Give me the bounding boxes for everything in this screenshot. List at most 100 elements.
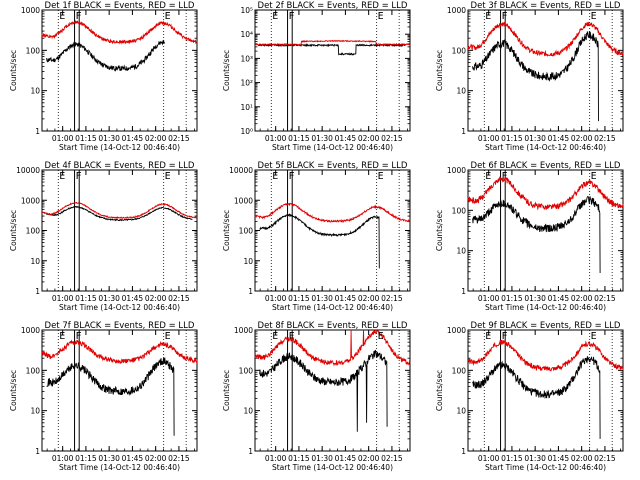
- panel-det-9: Det 9f BLACK = Events, RED = LLD 1 10 100 10…: [435, 321, 624, 472]
- y-tick-label: 1: [35, 287, 40, 296]
- panel-det-2: Det 2f BLACK = Events, RED = LLD 10⁰ 10¹ 10…: [222, 1, 411, 152]
- panel-det-6: Det 6f BLACK = Events, RED = LLD 1 10 100 10…: [435, 161, 624, 312]
- x-tick-label: 01:15: [75, 454, 97, 463]
- x-tick-label: 01:30: [311, 454, 333, 463]
- y-axis-label: Counts/sec: [435, 210, 444, 251]
- series-line-lld: [41, 201, 198, 220]
- event-marker: E: [591, 331, 597, 342]
- x-tick-label: 01:15: [288, 294, 310, 303]
- x-tick-label: 02:00: [358, 454, 380, 463]
- x-tick-label: 01:45: [335, 294, 357, 303]
- event-marker: F: [289, 331, 295, 342]
- plot-frame: [254, 9, 411, 132]
- x-tick-label: 01:45: [548, 454, 570, 463]
- event-marker: F: [289, 171, 295, 182]
- series-line-lld: [41, 19, 198, 45]
- series-line-events: [46, 205, 193, 222]
- y-tick-label: 10: [243, 257, 253, 266]
- series-line-lld: [254, 202, 411, 224]
- x-tick-label: 01:00: [478, 294, 500, 303]
- x-tick-label: 01:15: [501, 134, 523, 143]
- x-tick-label: 01:30: [311, 294, 333, 303]
- panel-det-8: Det 8f BLACK = Events, RED = LLD 1 10 100 10…: [222, 321, 411, 472]
- y-axis-label: Counts/sec: [9, 210, 18, 251]
- x-tick-label: 02:00: [358, 294, 380, 303]
- panel-title: Det 4f BLACK = Events, RED = LLD: [45, 161, 195, 171]
- plot-frame: [467, 329, 624, 452]
- x-tick-label: 02:15: [594, 454, 616, 463]
- x-tick-label: 01:30: [524, 454, 546, 463]
- event-marker: F: [502, 11, 508, 22]
- x-tick-label: 01:00: [265, 134, 287, 143]
- y-tick-label: 10: [30, 257, 40, 266]
- y-tick-label: 100: [452, 46, 467, 55]
- panel-title: Det 5f BLACK = Events, RED = LLD: [258, 161, 408, 171]
- y-tick-label: 1000: [21, 6, 40, 15]
- y-axis-label: Counts/sec: [435, 370, 444, 411]
- y-tick-label: 100: [26, 227, 41, 236]
- x-tick-label: 02:15: [168, 294, 190, 303]
- series-line-lld: [255, 39, 411, 46]
- event-marker: E: [485, 331, 491, 342]
- panel-title: Det 3f BLACK = Events, RED = LLD: [471, 1, 621, 11]
- panel-det-7: Det 7f BLACK = Events, RED = LLD 1 10 100 10…: [9, 321, 198, 472]
- x-tick-label: 01:45: [122, 134, 144, 143]
- y-tick-label: 10000: [16, 166, 40, 175]
- x-tick-label: 02:15: [381, 454, 403, 463]
- plot-frame: [254, 329, 411, 452]
- x-tick-label: 01:15: [501, 454, 523, 463]
- event-marker: F: [76, 331, 82, 342]
- x-tick-label: 01:30: [524, 134, 546, 143]
- x-tick-label: 01:00: [478, 134, 500, 143]
- y-tick-label: 1000: [447, 326, 466, 335]
- series-line-events: [46, 39, 165, 72]
- x-axis-label: Start Time (14-Oct-12 00:46:40): [59, 463, 180, 472]
- series-line-events: [472, 356, 601, 439]
- panel-det-1: Det 1f BLACK = Events, RED = LLD 1 10 100 10…: [9, 1, 198, 152]
- x-tick-label: 01:30: [524, 294, 546, 303]
- x-tick-label: 01:30: [311, 134, 333, 143]
- event-marker: E: [59, 11, 65, 22]
- event-marker: E: [378, 171, 384, 182]
- plot-frame: [41, 169, 198, 292]
- y-tick-label: 10000: [229, 166, 253, 175]
- x-axis-label: Start Time (14-Oct-12 00:46:40): [272, 143, 393, 152]
- event-marker: E: [272, 331, 278, 342]
- y-tick-label: 100: [239, 227, 254, 236]
- series-line-lld: [254, 328, 411, 367]
- event-marker: E: [59, 171, 65, 182]
- x-axis-label: Start Time (14-Oct-12 00:46:40): [59, 143, 180, 152]
- event-marker: E: [485, 11, 491, 22]
- series-line-lld: [467, 339, 624, 372]
- y-tick-label: 10: [456, 247, 466, 256]
- y-tick-label: 1: [461, 127, 466, 136]
- x-tick-label: 01:45: [122, 454, 144, 463]
- series-line-lld: [41, 339, 198, 365]
- x-axis-label: Start Time (14-Oct-12 00:46:40): [485, 463, 606, 472]
- x-axis-label: Start Time (14-Oct-12 00:46:40): [485, 143, 606, 152]
- panel-title: Det 1f BLACK = Events, RED = LLD: [45, 1, 195, 11]
- y-tick-label: 10: [30, 87, 40, 96]
- x-tick-label: 01:45: [122, 294, 144, 303]
- y-tick-label: 100: [452, 366, 467, 375]
- x-tick-label: 02:15: [594, 134, 616, 143]
- event-marker: E: [591, 171, 597, 182]
- x-tick-label: 02:00: [145, 134, 167, 143]
- panel-title: Det 8f BLACK = Events, RED = LLD: [258, 321, 408, 331]
- x-axis-label: Start Time (14-Oct-12 00:46:40): [59, 303, 180, 312]
- x-tick-label: 01:00: [265, 454, 287, 463]
- event-marker: F: [502, 171, 508, 182]
- event-marker: F: [76, 171, 82, 182]
- x-axis-label: Start Time (14-Oct-12 00:46:40): [272, 303, 393, 312]
- y-tick-label: 1000: [21, 326, 40, 335]
- x-axis-label: Start Time (14-Oct-12 00:46:40): [272, 463, 393, 472]
- series-line-events: [472, 31, 599, 122]
- y-axis-label: Counts/sec: [9, 370, 18, 411]
- y-tick-label: 1: [35, 447, 40, 456]
- x-tick-label: 02:00: [571, 134, 593, 143]
- series-line-events: [472, 195, 601, 274]
- x-tick-label: 01:45: [548, 134, 570, 143]
- y-tick-label: 10: [456, 407, 466, 416]
- y-tick-label: 10: [243, 407, 253, 416]
